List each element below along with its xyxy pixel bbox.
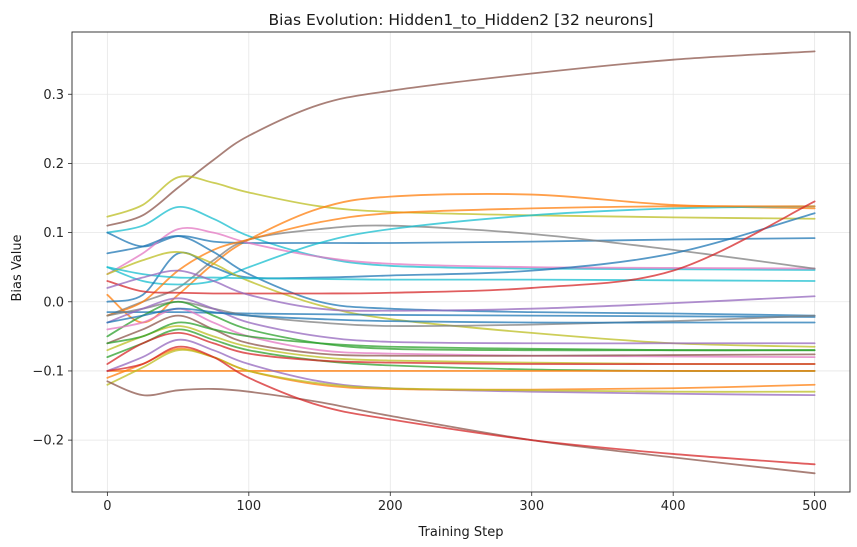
chart-title: Bias Evolution: Hidden1_to_Hidden2 [32 n… [269,11,654,30]
y-axis-label: Bias Value [10,234,25,301]
x-axis-label: Training Step [417,525,503,540]
series-line-27 [106,347,816,391]
series-line-28 [106,348,816,393]
series-line-10 [106,235,816,317]
x-tick-label: 100 [236,499,261,514]
series-line-12 [106,251,816,348]
series-line-26 [106,338,816,397]
series-line-6 [106,226,816,276]
series-line-29 [106,380,816,475]
y-tick-label: 0.3 [43,88,64,103]
series-line-14 [106,200,816,295]
grid-layer [72,32,850,492]
series-line-13 [106,266,816,282]
series-line-2 [106,175,816,220]
series-line-30 [106,345,816,466]
tick-layer: 0 100 200 300 400 500 −0.2 −0.1 0.0 0.1 0.2 0.3 [32,88,827,514]
x-tick-label: 400 [661,499,686,514]
series-line-8 [106,205,816,286]
x-tick-label: 200 [378,499,403,514]
y-tick-label: 0.1 [43,226,64,241]
series-line-16 [106,311,816,318]
series-line-7 [106,224,816,317]
y-tick-label: 0.0 [43,295,64,310]
x-tick-label: 300 [519,499,544,514]
series-layer [106,50,816,475]
series-line-24 [106,332,816,366]
series-line-1 [106,50,816,227]
y-tick-label: −0.2 [32,434,64,449]
series-line-11 [106,212,816,303]
y-tick-label: 0.2 [43,157,64,172]
series-line-15 [106,269,816,312]
series-line-32 [106,307,816,324]
series-line-31 [106,321,816,352]
series-line-21 [106,314,816,357]
x-tick-label: 500 [802,499,827,514]
y-tick-label: −0.1 [32,364,64,379]
x-tick-label: 0 [103,499,111,514]
series-line-18 [106,297,816,345]
plot-frame [71,31,851,493]
